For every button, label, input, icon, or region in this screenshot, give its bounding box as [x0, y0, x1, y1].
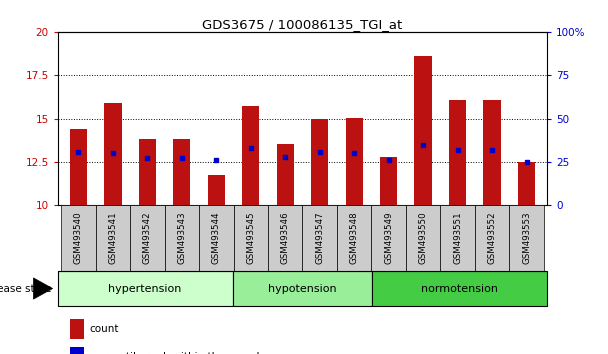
- Bar: [139, 138, 156, 205]
- Bar: [518, 162, 535, 205]
- Bar: [70, 319, 83, 339]
- Text: GSM493545: GSM493545: [246, 212, 255, 264]
- Bar: [406, 205, 440, 271]
- Bar: [371, 205, 406, 271]
- Text: percentile rank within the sample: percentile rank within the sample: [90, 353, 266, 354]
- Bar: [449, 99, 466, 205]
- Bar: [380, 157, 397, 205]
- Bar: [58, 271, 232, 306]
- Bar: [483, 99, 500, 205]
- Text: GSM493540: GSM493540: [74, 212, 83, 264]
- Text: hypertension: hypertension: [108, 284, 182, 293]
- Bar: [415, 56, 432, 205]
- Text: GSM493541: GSM493541: [108, 212, 117, 264]
- Bar: [95, 205, 130, 271]
- Text: normotension: normotension: [421, 284, 499, 293]
- Bar: [233, 205, 268, 271]
- Text: hypotension: hypotension: [268, 284, 337, 293]
- Text: GSM493542: GSM493542: [143, 212, 152, 264]
- Text: GSM493553: GSM493553: [522, 212, 531, 264]
- Bar: [372, 271, 547, 306]
- Bar: [337, 205, 371, 271]
- Bar: [440, 205, 475, 271]
- Polygon shape: [33, 278, 53, 299]
- Bar: [70, 347, 83, 354]
- Bar: [242, 105, 260, 205]
- Bar: [510, 205, 544, 271]
- Bar: [345, 118, 363, 205]
- Title: GDS3675 / 100086135_TGI_at: GDS3675 / 100086135_TGI_at: [202, 18, 402, 31]
- Bar: [61, 205, 95, 271]
- Text: GSM493551: GSM493551: [453, 212, 462, 264]
- Text: GSM493543: GSM493543: [178, 212, 186, 264]
- Bar: [277, 144, 294, 205]
- Bar: [105, 103, 122, 205]
- Bar: [130, 205, 165, 271]
- Text: GSM493544: GSM493544: [212, 212, 221, 264]
- Text: GSM493552: GSM493552: [488, 212, 497, 264]
- Bar: [70, 129, 87, 205]
- Text: GSM493549: GSM493549: [384, 212, 393, 264]
- Text: GSM493548: GSM493548: [350, 212, 359, 264]
- Bar: [232, 271, 372, 306]
- Text: GSM493550: GSM493550: [419, 212, 427, 264]
- Bar: [208, 175, 225, 205]
- Bar: [268, 205, 303, 271]
- Text: GSM493546: GSM493546: [281, 212, 290, 264]
- Text: disease state: disease state: [0, 284, 52, 293]
- Bar: [311, 119, 328, 205]
- Bar: [303, 205, 337, 271]
- Bar: [173, 138, 190, 205]
- Text: GSM493547: GSM493547: [315, 212, 324, 264]
- Bar: [475, 205, 510, 271]
- Text: count: count: [90, 324, 119, 334]
- Bar: [165, 205, 199, 271]
- Bar: [199, 205, 233, 271]
